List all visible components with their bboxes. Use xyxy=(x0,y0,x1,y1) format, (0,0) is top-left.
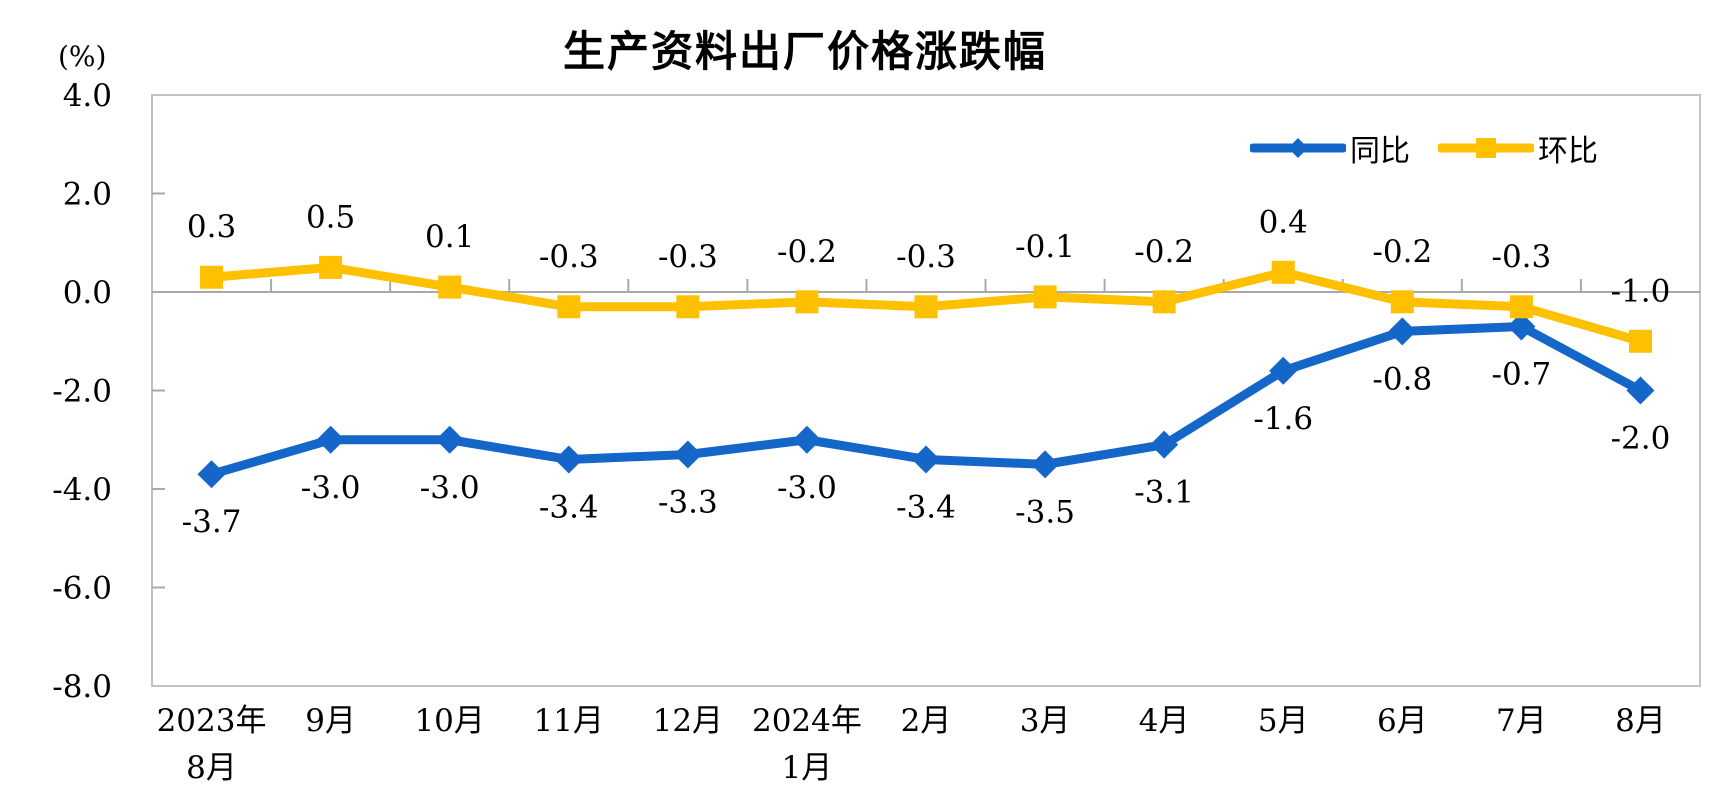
x-tick-label: 1月 xyxy=(782,750,833,786)
y-tick-label: -2.0 xyxy=(52,374,112,410)
data-point-marker-yoy xyxy=(673,440,702,469)
data-label-yoy: -3.5 xyxy=(1015,494,1075,530)
data-label-yoy: -3.3 xyxy=(658,485,718,521)
data-label-yoy: -0.7 xyxy=(1491,356,1551,392)
legend: 同比 环比 xyxy=(1250,126,1598,170)
data-label-yoy: -3.4 xyxy=(539,489,599,525)
legend-label-yoy: 同比 xyxy=(1350,134,1410,169)
data-point-marker-mom xyxy=(557,295,581,319)
y-tick-label: -8.0 xyxy=(52,669,112,705)
data-point-marker-mom xyxy=(1271,260,1295,284)
data-point-marker-yoy xyxy=(1507,312,1536,341)
data-point-marker-mom xyxy=(1033,285,1057,309)
x-tick-label: 2023年 xyxy=(157,703,267,739)
x-tick-label: 6月 xyxy=(1377,703,1428,739)
data-point-marker-mom xyxy=(200,265,224,289)
data-label-mom: 0.1 xyxy=(425,219,474,255)
mom-line-marker-icon xyxy=(1438,138,1534,158)
data-point-marker-mom xyxy=(438,275,462,299)
y-tick-label: -6.0 xyxy=(52,571,112,607)
data-point-marker-yoy xyxy=(792,425,821,454)
x-tick-label: 11月 xyxy=(534,703,604,739)
data-label-mom: -0.2 xyxy=(1134,234,1194,270)
legend-label-mom: 环比 xyxy=(1538,134,1598,169)
data-point-marker-yoy xyxy=(435,425,464,454)
data-point-marker-yoy xyxy=(1388,317,1417,346)
legend-item-yoy: 同比 xyxy=(1250,126,1410,170)
data-label-mom: 0.5 xyxy=(306,199,355,235)
y-tick-label: 2.0 xyxy=(63,177,112,213)
y-tick-label: 4.0 xyxy=(63,78,112,114)
data-label-yoy: -3.0 xyxy=(777,470,837,506)
x-tick-label: 8月 xyxy=(186,750,237,786)
x-tick-label: 4月 xyxy=(1139,703,1190,739)
data-point-marker-yoy xyxy=(1269,356,1298,385)
plot-border xyxy=(151,94,1701,687)
data-point-marker-yoy xyxy=(1031,450,1060,479)
x-tick-label: 10月 xyxy=(414,703,484,739)
chart-title: 生产资料出厂价格涨跌幅 xyxy=(562,27,1047,76)
data-label-yoy: -2.0 xyxy=(1611,421,1671,457)
x-tick-label: 9月 xyxy=(305,703,356,739)
data-label-yoy: -1.6 xyxy=(1253,401,1313,437)
data-label-yoy: -3.0 xyxy=(301,470,361,506)
data-point-marker-yoy xyxy=(197,460,226,489)
data-label-mom: -0.3 xyxy=(539,239,599,275)
data-label-mom: -0.3 xyxy=(1491,239,1551,275)
data-point-marker-mom xyxy=(795,290,819,314)
x-tick-label: 2月 xyxy=(901,703,952,739)
y-tick-label: -4.0 xyxy=(52,472,112,508)
y-axis-unit-label: (%) xyxy=(58,40,107,73)
x-tick-label: 8月 xyxy=(1615,703,1666,739)
data-label-mom: -1.0 xyxy=(1611,273,1671,309)
data-label-mom: -0.3 xyxy=(896,239,956,275)
x-tick-label: 7月 xyxy=(1496,703,1547,739)
data-point-marker-yoy xyxy=(912,445,940,474)
x-tick-label: 5月 xyxy=(1258,703,1309,739)
data-label-mom: 0.4 xyxy=(1259,204,1308,240)
data-label-yoy: -3.4 xyxy=(896,489,956,525)
data-point-marker-yoy xyxy=(1626,376,1655,405)
data-point-marker-mom xyxy=(914,295,938,319)
x-tick-label: 2024年 xyxy=(752,703,862,739)
data-label-mom: -0.3 xyxy=(658,239,718,275)
data-label-yoy: -3.0 xyxy=(420,470,480,506)
data-point-marker-mom xyxy=(676,295,700,319)
x-tick-label: 3月 xyxy=(1020,703,1071,739)
data-label-mom: 0.3 xyxy=(187,209,236,245)
data-label-yoy: -0.8 xyxy=(1372,361,1432,397)
data-point-marker-yoy xyxy=(1150,430,1179,459)
y-tick-label: 0.0 xyxy=(63,275,112,311)
data-label-yoy: -3.7 xyxy=(182,504,242,540)
data-point-marker-yoy xyxy=(316,425,345,454)
data-point-marker-mom xyxy=(1628,329,1652,353)
data-label-yoy: -3.1 xyxy=(1134,475,1194,511)
yoy-line-marker-icon xyxy=(1250,138,1346,158)
data-point-marker-mom xyxy=(1509,295,1533,319)
data-point-marker-yoy xyxy=(554,445,583,474)
data-point-marker-mom xyxy=(1152,290,1176,314)
data-point-marker-mom xyxy=(1390,290,1414,314)
data-label-mom: -0.2 xyxy=(777,234,837,270)
data-point-marker-mom xyxy=(319,255,343,279)
legend-item-mom: 环比 xyxy=(1438,126,1598,170)
data-label-mom: -0.2 xyxy=(1372,234,1432,270)
x-tick-label: 12月 xyxy=(653,703,723,739)
data-label-mom: -0.1 xyxy=(1015,229,1075,265)
